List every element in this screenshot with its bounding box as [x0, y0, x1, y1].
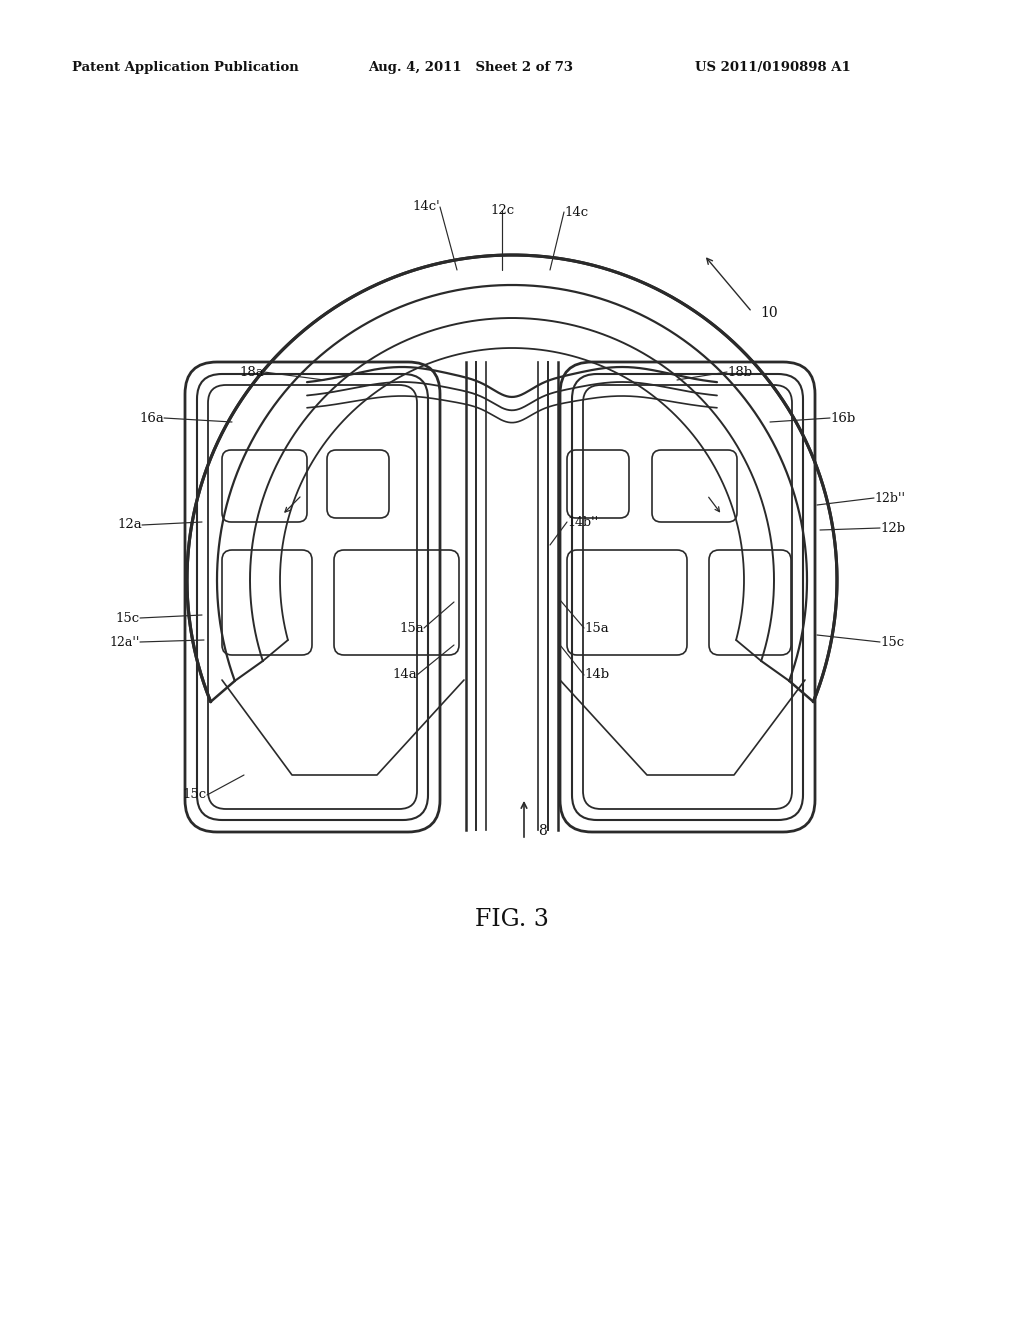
Text: 12a: 12a [118, 519, 142, 532]
Text: 12a'': 12a'' [110, 635, 140, 648]
Text: FIG. 3: FIG. 3 [475, 908, 549, 932]
Text: US 2011/0190898 A1: US 2011/0190898 A1 [695, 62, 851, 74]
Text: 15a: 15a [399, 622, 424, 635]
Text: 12b: 12b [880, 521, 905, 535]
Text: 14c': 14c' [413, 201, 440, 214]
Text: 15c: 15c [116, 611, 140, 624]
Text: 14c: 14c [564, 206, 588, 219]
Text: 15c: 15c [183, 788, 207, 801]
Text: 12c: 12c [489, 203, 514, 216]
Text: Patent Application Publication: Patent Application Publication [72, 62, 299, 74]
Text: 16b: 16b [830, 412, 855, 425]
Text: 14b: 14b [584, 668, 609, 681]
Text: 10: 10 [760, 306, 777, 319]
Text: 15a: 15a [584, 622, 608, 635]
Text: 16a: 16a [139, 412, 164, 425]
Text: Aug. 4, 2011   Sheet 2 of 73: Aug. 4, 2011 Sheet 2 of 73 [368, 62, 573, 74]
Text: 14b'': 14b'' [567, 516, 598, 528]
Text: 18b: 18b [727, 366, 752, 379]
Text: 18a: 18a [240, 366, 264, 379]
Text: 15c: 15c [880, 635, 904, 648]
Text: 8: 8 [538, 824, 547, 838]
Text: 14a: 14a [392, 668, 417, 681]
Text: 12b'': 12b'' [874, 491, 905, 504]
